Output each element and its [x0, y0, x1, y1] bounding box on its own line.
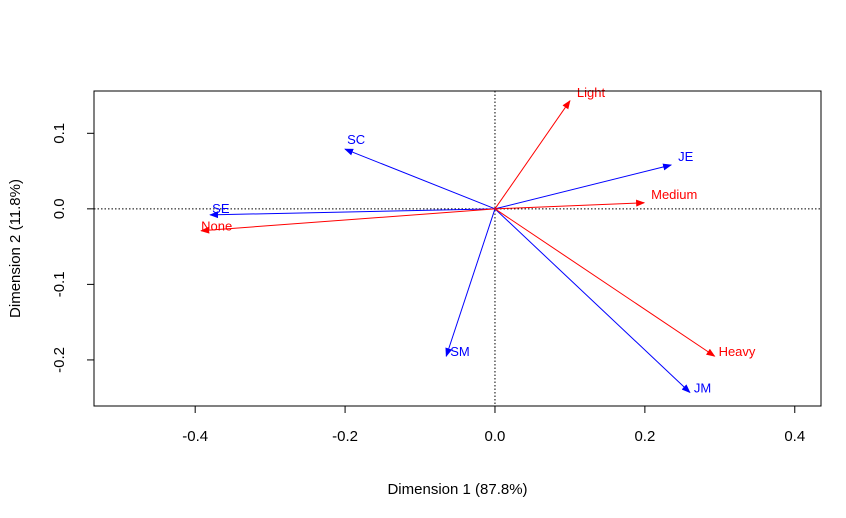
y-tick-label: 0.1 [51, 123, 68, 144]
arrow-jm [494, 208, 691, 394]
x-tick-label: 0.2 [634, 428, 655, 445]
point-label-heavy: Heavy [719, 344, 756, 359]
x-tick-label: 0.4 [784, 428, 805, 445]
point-label-medium: Medium [651, 187, 697, 202]
y-axis: -0.2 -0.1 0.0 0.1 [51, 123, 95, 373]
point-label-none: None [201, 219, 232, 234]
y-tick-label: 0.0 [51, 198, 68, 219]
point-label-se: SE [212, 201, 230, 216]
point-label-sm: SM [450, 344, 470, 359]
x-axis: -0.4 -0.2 0.0 0.2 0.4 [182, 405, 805, 445]
reference-lines [94, 91, 821, 406]
arrow-none [200, 208, 496, 234]
y-tick-label: -0.1 [51, 271, 68, 297]
arrow-je [494, 163, 673, 210]
y-axis-label: Dimension 2 (11.8%) [7, 179, 24, 318]
arrow-sc [344, 148, 496, 210]
arrow-se [209, 208, 495, 219]
x-axis-label: Dimension 1 (87.8%) [387, 481, 527, 498]
arrow-medium [494, 199, 646, 210]
x-tick-label: -0.4 [182, 428, 208, 445]
point-label-light: Light [577, 85, 606, 100]
y-tick-label: -0.2 [51, 347, 68, 373]
x-tick-label: -0.2 [332, 428, 358, 445]
point-label-jm: JM [694, 380, 711, 395]
arrow-light [494, 99, 571, 210]
arrow-layer: SE SC JE SM JM None Light Medium Heavy [200, 85, 756, 395]
point-label-je: JE [678, 149, 694, 164]
point-label-sc: SC [347, 132, 365, 147]
arrow-heavy [494, 208, 716, 357]
x-tick-label: 0.0 [485, 428, 506, 445]
arrow-sm [445, 208, 496, 358]
